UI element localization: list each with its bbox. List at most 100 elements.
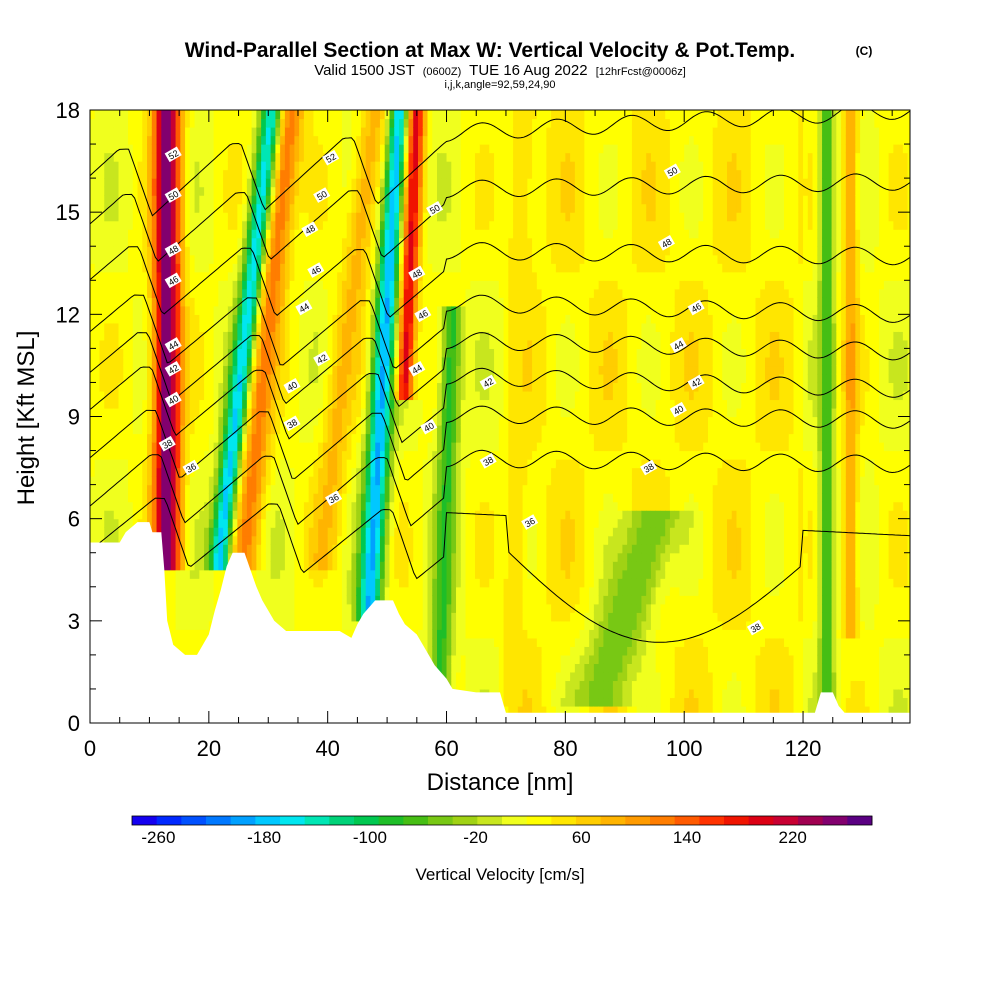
w-cell bbox=[360, 459, 367, 469]
w-cell bbox=[90, 467, 96, 477]
w-cell bbox=[232, 135, 238, 145]
w-cell bbox=[199, 212, 205, 222]
w-cell bbox=[118, 390, 124, 401]
w-cell bbox=[128, 144, 134, 154]
w-cell bbox=[99, 510, 105, 520]
w-cell bbox=[180, 382, 186, 392]
w-cell bbox=[403, 152, 410, 162]
w-cell bbox=[99, 203, 105, 213]
w-cell bbox=[327, 382, 334, 392]
w-cell bbox=[256, 382, 262, 392]
w-cell bbox=[356, 544, 362, 554]
w-cell bbox=[327, 246, 334, 256]
w-cell bbox=[332, 382, 338, 392]
w-cell bbox=[308, 144, 315, 154]
w-cell bbox=[337, 552, 343, 562]
w-cell bbox=[113, 518, 120, 528]
w-cell bbox=[284, 339, 291, 349]
w-cell bbox=[156, 263, 162, 273]
w-cell bbox=[289, 365, 295, 375]
w-cell bbox=[180, 373, 186, 384]
w-cell bbox=[199, 484, 205, 494]
w-cell bbox=[418, 561, 424, 571]
w-cell bbox=[289, 433, 295, 443]
w-cell bbox=[398, 339, 405, 349]
w-cell bbox=[118, 339, 124, 349]
w-cell bbox=[265, 390, 272, 401]
w-cell bbox=[94, 373, 101, 384]
w-cell bbox=[118, 416, 124, 426]
w-cell bbox=[128, 390, 134, 401]
w-cell bbox=[327, 433, 334, 443]
w-cell bbox=[308, 339, 315, 349]
w-cell bbox=[303, 535, 310, 545]
w-cell bbox=[128, 161, 134, 171]
w-cell bbox=[261, 510, 267, 520]
w-cell bbox=[118, 186, 124, 196]
w-cell bbox=[251, 237, 257, 247]
w-cell bbox=[251, 382, 257, 392]
w-cell bbox=[118, 263, 124, 273]
w-cell bbox=[246, 280, 253, 290]
w-cell bbox=[303, 450, 310, 460]
w-cell bbox=[166, 110, 172, 120]
w-cell bbox=[356, 552, 362, 562]
w-cell bbox=[123, 331, 129, 341]
w-cell bbox=[299, 118, 305, 128]
w-cell bbox=[118, 288, 124, 298]
w-cell bbox=[351, 237, 357, 247]
w-cell bbox=[375, 127, 381, 137]
w-cell bbox=[166, 322, 172, 332]
w-cell bbox=[223, 535, 229, 545]
w-cell bbox=[223, 373, 229, 384]
w-cell bbox=[142, 467, 148, 477]
w-cell bbox=[384, 322, 391, 332]
w-cell bbox=[270, 161, 276, 171]
w-cell bbox=[194, 433, 200, 443]
w-cell bbox=[232, 484, 238, 494]
w-cell bbox=[384, 510, 391, 520]
w-cell bbox=[313, 254, 319, 264]
w-cell bbox=[185, 331, 191, 341]
w-cell bbox=[303, 484, 310, 494]
w-cell bbox=[118, 348, 124, 358]
w-cell bbox=[199, 152, 205, 162]
w-cell bbox=[313, 620, 319, 630]
w-cell bbox=[94, 390, 101, 401]
w-cell bbox=[151, 356, 158, 367]
w-cell bbox=[137, 161, 143, 171]
w-cell bbox=[227, 552, 234, 562]
w-cell bbox=[332, 161, 338, 171]
w-cell bbox=[294, 144, 300, 154]
w-cell bbox=[398, 467, 405, 477]
w-cell bbox=[180, 629, 186, 639]
w-cell bbox=[379, 135, 386, 145]
w-cell bbox=[161, 331, 167, 341]
w-cell bbox=[270, 544, 276, 554]
w-cell bbox=[360, 118, 367, 128]
w-cell bbox=[351, 161, 357, 171]
w-cell bbox=[318, 118, 324, 128]
w-cell bbox=[403, 373, 410, 384]
w-cell bbox=[232, 280, 238, 290]
w-cell bbox=[379, 212, 386, 222]
w-cell bbox=[242, 305, 248, 315]
w-cell bbox=[322, 382, 329, 392]
w-cell bbox=[180, 510, 186, 520]
w-cell bbox=[237, 220, 243, 230]
w-cell bbox=[204, 552, 210, 562]
w-cell bbox=[389, 169, 395, 179]
w-cell bbox=[194, 493, 200, 503]
w-cell bbox=[194, 407, 200, 418]
w-cell bbox=[322, 178, 329, 188]
w-cell bbox=[132, 305, 139, 315]
w-cell bbox=[275, 280, 281, 290]
w-cell bbox=[280, 331, 286, 341]
w-cell bbox=[308, 195, 315, 205]
w-cell bbox=[289, 348, 295, 358]
w-cell bbox=[180, 246, 186, 256]
w-cell bbox=[109, 339, 115, 349]
w-cell bbox=[408, 527, 414, 537]
w-cell bbox=[180, 365, 186, 375]
w-cell bbox=[356, 288, 362, 298]
